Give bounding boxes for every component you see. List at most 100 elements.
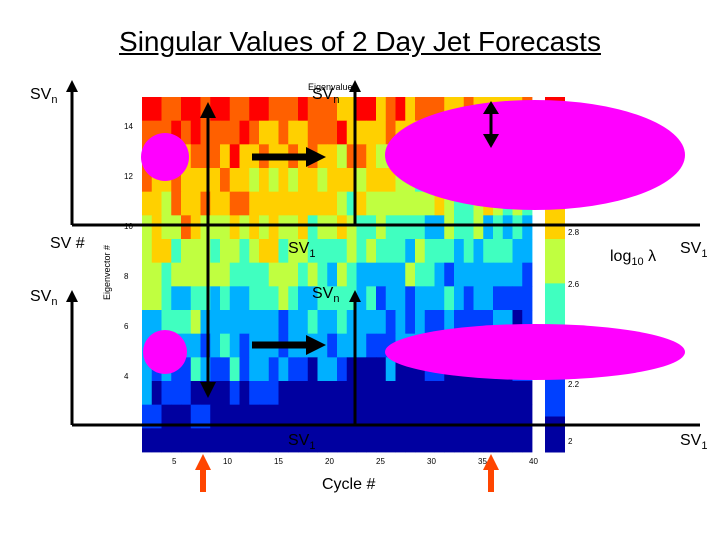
heatmap-cell [493,404,504,429]
heatmap-cell [346,262,357,287]
small-arrow-head-bottom [483,134,499,148]
heatmap-cell [229,428,240,453]
heatmap-cell [210,191,221,216]
heatmap-cell [298,262,309,287]
heatmap-cell [239,262,250,287]
heatmap-cell [327,357,338,382]
colorbar-segment [545,318,565,329]
heatmap-cell [220,357,231,382]
heatmap-cell [463,262,474,287]
heatmap-cell [434,215,445,240]
heatmap-cell [161,97,172,122]
heatmap-cell [229,286,240,311]
heatmap-cell [307,262,318,287]
heatmap-cell [142,168,153,193]
heatmap-cell [249,428,260,453]
heatmap-cell [337,120,348,145]
heatmap-cell [210,120,221,145]
heatmap-cell [210,215,221,240]
heatmap-cell [288,120,299,145]
heatmap-cell [444,404,455,429]
heatmap-cell [181,191,192,216]
heatmap-cell [385,191,396,216]
heatmap-cell [142,120,153,145]
heatmap-cell [483,262,494,287]
heatmap-cell [142,262,153,287]
heatmap-cell [385,97,396,122]
heatmap-cell [512,428,523,453]
heatmap-cell [259,120,270,145]
heatmap-cell [473,286,484,311]
heatmap-cell [181,97,192,122]
heatmap-cell [210,404,221,429]
heatmap-cell [424,381,435,406]
lower-right-axis-arrowhead [349,290,361,302]
heatmap-cell [259,404,270,429]
heatmap-cell [239,310,250,335]
heatmap-cell [337,357,348,382]
heatmap-cell [220,97,231,122]
heatmap-cell [288,286,299,311]
heatmap-cell [268,286,279,311]
heatmap-cell [210,286,221,311]
heatmap-cell [376,357,387,382]
small-arrow-head-top [483,101,499,114]
heatmap-cell [181,357,192,382]
heatmap-cell [395,357,406,382]
colorbar-segment [545,443,565,453]
heatmap-cell [268,381,279,406]
heatmap-cell [444,381,455,406]
heatmap-cell [444,286,455,311]
heatmap-cell [424,404,435,429]
heatmap-cell [385,428,396,453]
heatmap-cell [239,381,250,406]
heatmap-cell [473,404,484,429]
heatmap-cell [307,381,318,406]
heatmap-cell [317,97,328,122]
heatmap-cell [220,215,231,240]
heatmap-cell [239,97,250,122]
heatmap-cell [493,215,504,240]
heatmap-cell [161,191,172,216]
heatmap-cell [278,286,289,311]
heatmap-cell [239,168,250,193]
heatmap-cell [405,191,416,216]
heatmap-cell [366,97,377,122]
heatmap-cell [395,286,406,311]
heatmap-cell [249,239,260,264]
heatmap-cell [268,120,279,145]
heatmap-cell [522,404,533,429]
heatmap-cell [415,215,426,240]
heatmap-cell [405,357,416,382]
heatmap-cell [259,357,270,382]
heatmap-cell [220,310,231,335]
colorbar-segment [545,274,565,284]
heatmap-cell [278,381,289,406]
heatmap-cell [366,144,377,169]
heatmap-cell [483,215,494,240]
colorbar-tick-label: 2.2 [568,380,580,389]
x-tick-label: 5 [172,457,177,466]
chart-title: Eigenvalues [308,82,358,92]
heatmap-cell [376,239,387,264]
heatmap-cell [395,215,406,240]
heatmap-cell [385,310,396,335]
lower-right-arrow-head [306,335,326,355]
heatmap-cell [444,97,455,122]
heatmap-cell [327,239,338,264]
heatmap-cell [337,428,348,453]
heatmap-cell [512,381,523,406]
heatmap-cell [220,428,231,453]
heatmap-cell [307,428,318,453]
heatmap-cell [415,239,426,264]
heatmap-cell [415,97,426,122]
heatmap-cell [278,428,289,453]
heatmap-cell [405,404,416,429]
heatmap-cell [259,215,270,240]
chart-ylabel: Eigenvector # [102,244,112,300]
heatmap-cell [346,168,357,193]
heatmap-cell [298,428,309,453]
colorbar-segment [545,265,565,275]
heatmap-cell [346,191,357,216]
heatmap-cell [220,262,231,287]
